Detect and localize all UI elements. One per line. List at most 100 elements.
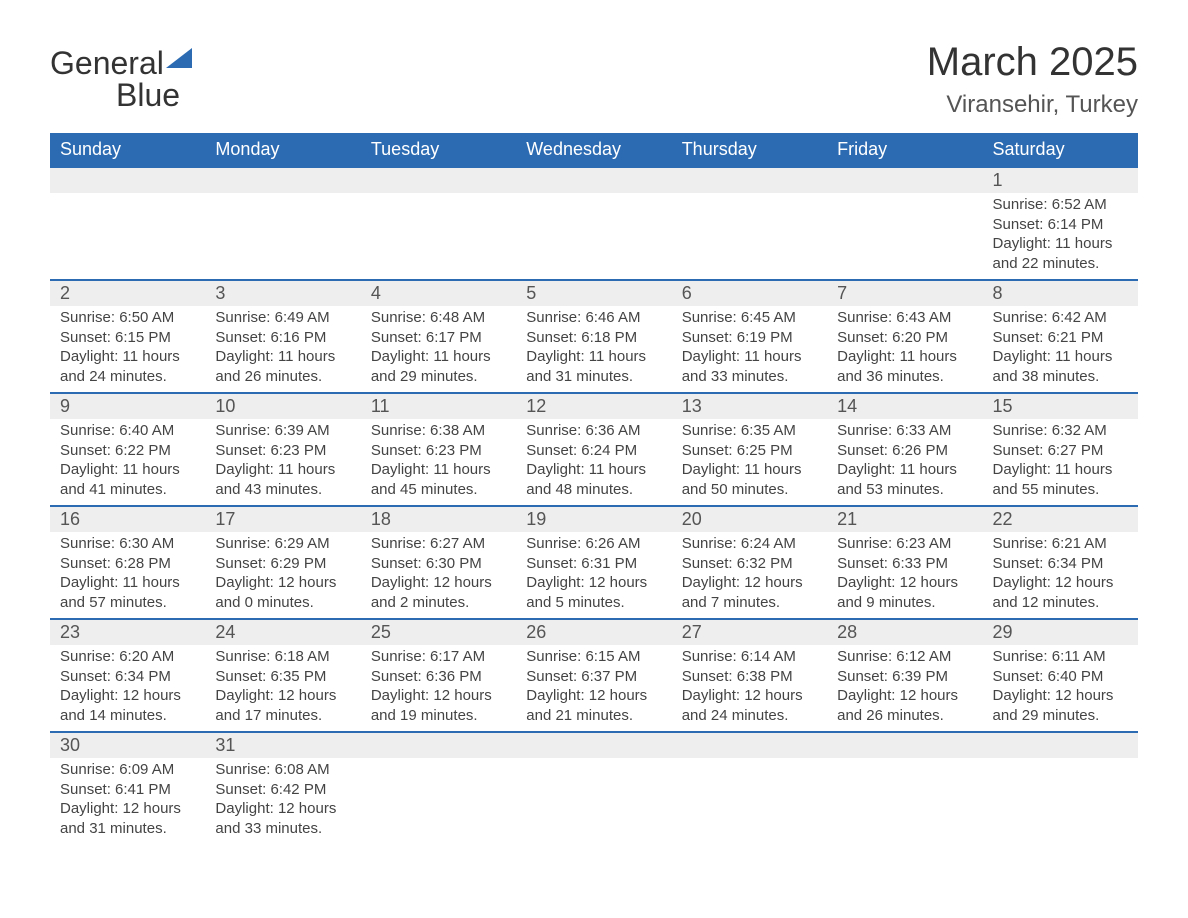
day-sunset: Sunset: 6:19 PM — [682, 328, 817, 348]
day-daylight2: and 29 minutes. — [371, 367, 506, 387]
day-daylight1: Daylight: 12 hours — [526, 686, 661, 706]
day-daylight1: Daylight: 11 hours — [215, 460, 350, 480]
day-number-cell: 20 — [672, 506, 827, 532]
day-daylight1: Daylight: 12 hours — [837, 573, 972, 593]
day-number-cell: 30 — [50, 732, 205, 758]
day-detail-cell — [672, 758, 827, 844]
day-daylight1: Daylight: 12 hours — [682, 686, 817, 706]
day-detail-cell: Sunrise: 6:36 AMSunset: 6:24 PMDaylight:… — [516, 419, 671, 506]
day-sunset: Sunset: 6:24 PM — [526, 441, 661, 461]
day-number-cell: 24 — [205, 619, 360, 645]
logo: General Blue — [50, 47, 192, 119]
day-daylight2: and 9 minutes. — [837, 593, 972, 613]
day-sunset: Sunset: 6:32 PM — [682, 554, 817, 574]
day-sunrise: Sunrise: 6:48 AM — [371, 308, 506, 328]
day-daylight2: and 31 minutes. — [60, 819, 195, 839]
day-number-cell: 16 — [50, 506, 205, 532]
day-number-cell: 3 — [205, 280, 360, 306]
day-sunrise: Sunrise: 6:17 AM — [371, 647, 506, 667]
day-daylight2: and 14 minutes. — [60, 706, 195, 726]
day-header: Saturday — [983, 133, 1138, 167]
day-sunrise: Sunrise: 6:39 AM — [215, 421, 350, 441]
day-detail-cell — [516, 193, 671, 280]
day-detail-cell: Sunrise: 6:42 AMSunset: 6:21 PMDaylight:… — [983, 306, 1138, 393]
day-daylight2: and 53 minutes. — [837, 480, 972, 500]
day-number-cell: 10 — [205, 393, 360, 419]
week-daynum-row: 16171819202122 — [50, 506, 1138, 532]
day-daylight1: Daylight: 12 hours — [371, 686, 506, 706]
day-daylight1: Daylight: 11 hours — [993, 460, 1128, 480]
day-detail-cell: Sunrise: 6:23 AMSunset: 6:33 PMDaylight:… — [827, 532, 982, 619]
day-sunset: Sunset: 6:41 PM — [60, 780, 195, 800]
day-detail-cell: Sunrise: 6:40 AMSunset: 6:22 PMDaylight:… — [50, 419, 205, 506]
day-detail-cell: Sunrise: 6:08 AMSunset: 6:42 PMDaylight:… — [205, 758, 360, 844]
day-daylight2: and 57 minutes. — [60, 593, 195, 613]
day-sunrise: Sunrise: 6:33 AM — [837, 421, 972, 441]
week-daynum-row: 3031 — [50, 732, 1138, 758]
day-daylight1: Daylight: 11 hours — [837, 460, 972, 480]
day-sunrise: Sunrise: 6:42 AM — [993, 308, 1128, 328]
day-detail-cell: Sunrise: 6:52 AMSunset: 6:14 PMDaylight:… — [983, 193, 1138, 280]
day-detail-cell: Sunrise: 6:39 AMSunset: 6:23 PMDaylight:… — [205, 419, 360, 506]
day-sunset: Sunset: 6:20 PM — [837, 328, 972, 348]
day-sunrise: Sunrise: 6:15 AM — [526, 647, 661, 667]
day-daylight1: Daylight: 12 hours — [215, 573, 350, 593]
day-detail-cell — [361, 193, 516, 280]
day-daylight1: Daylight: 12 hours — [60, 799, 195, 819]
day-daylight1: Daylight: 12 hours — [526, 573, 661, 593]
week-detail-row: Sunrise: 6:20 AMSunset: 6:34 PMDaylight:… — [50, 645, 1138, 732]
day-daylight2: and 21 minutes. — [526, 706, 661, 726]
day-detail-cell: Sunrise: 6:33 AMSunset: 6:26 PMDaylight:… — [827, 419, 982, 506]
day-sunset: Sunset: 6:25 PM — [682, 441, 817, 461]
day-daylight2: and 33 minutes. — [682, 367, 817, 387]
day-daylight1: Daylight: 11 hours — [371, 347, 506, 367]
day-number-cell: 26 — [516, 619, 671, 645]
day-sunset: Sunset: 6:22 PM — [60, 441, 195, 461]
day-sunset: Sunset: 6:28 PM — [60, 554, 195, 574]
page-header: General Blue March 2025 Viransehir, Turk… — [50, 40, 1138, 119]
day-daylight2: and 12 minutes. — [993, 593, 1128, 613]
day-sunrise: Sunrise: 6:45 AM — [682, 308, 817, 328]
day-number-cell: 12 — [516, 393, 671, 419]
day-sunset: Sunset: 6:14 PM — [993, 215, 1128, 235]
day-sunrise: Sunrise: 6:40 AM — [60, 421, 195, 441]
day-daylight2: and 38 minutes. — [993, 367, 1128, 387]
day-daylight1: Daylight: 11 hours — [526, 460, 661, 480]
day-detail-cell — [361, 758, 516, 844]
day-detail-cell: Sunrise: 6:21 AMSunset: 6:34 PMDaylight:… — [983, 532, 1138, 619]
day-daylight2: and 50 minutes. — [682, 480, 817, 500]
day-sunset: Sunset: 6:15 PM — [60, 328, 195, 348]
day-sunset: Sunset: 6:30 PM — [371, 554, 506, 574]
day-number-cell: 22 — [983, 506, 1138, 532]
day-daylight2: and 31 minutes. — [526, 367, 661, 387]
day-number-cell: 27 — [672, 619, 827, 645]
title-block: March 2025 Viransehir, Turkey — [927, 40, 1138, 119]
day-number-cell: 23 — [50, 619, 205, 645]
day-daylight2: and 7 minutes. — [682, 593, 817, 613]
day-daylight1: Daylight: 11 hours — [371, 460, 506, 480]
day-sunrise: Sunrise: 6:35 AM — [682, 421, 817, 441]
day-daylight2: and 17 minutes. — [215, 706, 350, 726]
day-daylight2: and 33 minutes. — [215, 819, 350, 839]
day-detail-cell — [50, 193, 205, 280]
day-sunset: Sunset: 6:34 PM — [60, 667, 195, 687]
week-daynum-row: 23242526272829 — [50, 619, 1138, 645]
day-sunrise: Sunrise: 6:27 AM — [371, 534, 506, 554]
day-detail-cell: Sunrise: 6:35 AMSunset: 6:25 PMDaylight:… — [672, 419, 827, 506]
day-sunset: Sunset: 6:33 PM — [837, 554, 972, 574]
day-number-cell — [983, 732, 1138, 758]
day-detail-cell: Sunrise: 6:48 AMSunset: 6:17 PMDaylight:… — [361, 306, 516, 393]
day-detail-cell: Sunrise: 6:18 AMSunset: 6:35 PMDaylight:… — [205, 645, 360, 732]
week-daynum-row: 2345678 — [50, 280, 1138, 306]
day-sunrise: Sunrise: 6:50 AM — [60, 308, 195, 328]
day-daylight2: and 22 minutes. — [993, 254, 1128, 274]
day-sunset: Sunset: 6:36 PM — [371, 667, 506, 687]
day-header: Sunday — [50, 133, 205, 167]
day-number-cell: 7 — [827, 280, 982, 306]
day-daylight1: Daylight: 12 hours — [993, 573, 1128, 593]
day-sunrise: Sunrise: 6:46 AM — [526, 308, 661, 328]
calendar-body: 1Sunrise: 6:52 AMSunset: 6:14 PMDaylight… — [50, 167, 1138, 844]
day-number-cell: 17 — [205, 506, 360, 532]
day-daylight1: Daylight: 11 hours — [60, 347, 195, 367]
day-sunrise: Sunrise: 6:30 AM — [60, 534, 195, 554]
